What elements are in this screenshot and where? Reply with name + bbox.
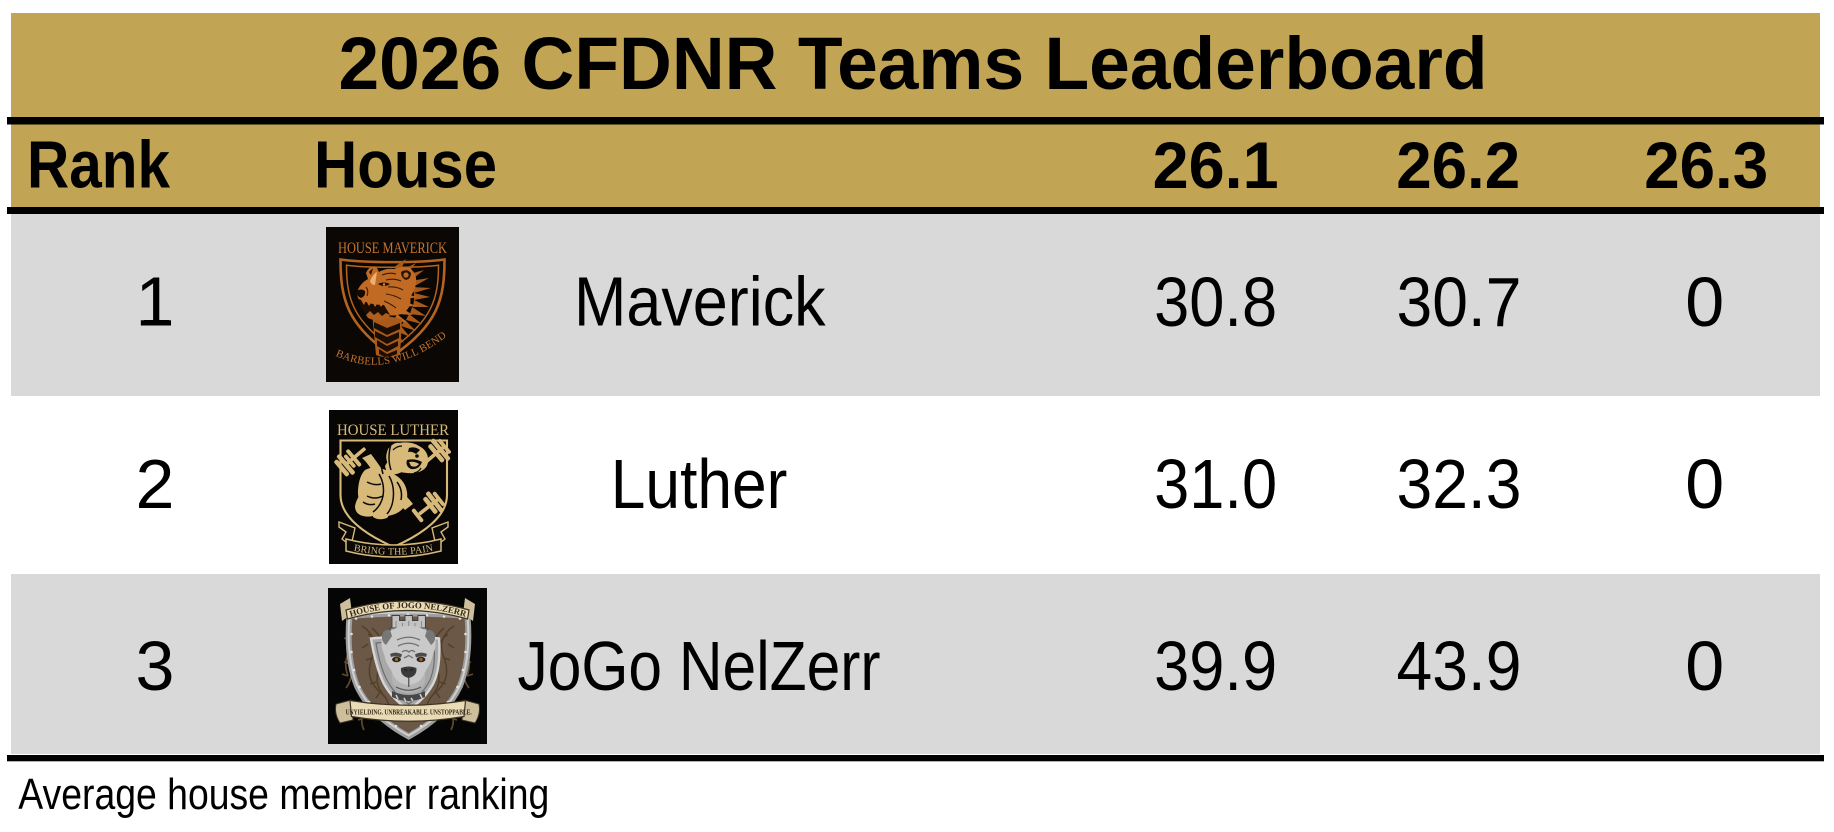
svg-text:31.0: 31.0: [1154, 445, 1277, 523]
svg-text:2026 CFDNR Teams Leaderboard: 2026 CFDNR Teams Leaderboard: [339, 22, 1488, 105]
svg-text:30.7: 30.7: [1397, 263, 1522, 341]
svg-text:39.9: 39.9: [1154, 627, 1277, 705]
svg-text:0: 0: [1685, 445, 1724, 523]
svg-text:26.3: 26.3: [1644, 128, 1768, 202]
svg-text:30.8: 30.8: [1154, 263, 1277, 341]
svg-text:Rank: Rank: [27, 128, 171, 203]
svg-text:3: 3: [136, 627, 175, 705]
svg-text:Maverick: Maverick: [574, 263, 826, 341]
svg-text:43.9: 43.9: [1397, 627, 1522, 705]
svg-text:2: 2: [136, 445, 175, 523]
svg-text:UNYIELDING. UNBREAKABLE. UNSTO: UNYIELDING. UNBREAKABLE. UNSTOPPABLE.: [346, 709, 472, 717]
svg-text:JoGo NelZerr: JoGo NelZerr: [518, 627, 881, 705]
svg-text:HOUSE MAVERICK: HOUSE MAVERICK: [338, 240, 447, 257]
svg-text:26.1: 26.1: [1153, 128, 1279, 202]
svg-text:HOUSE LUTHER: HOUSE LUTHER: [337, 422, 449, 439]
svg-text:House: House: [314, 128, 497, 203]
svg-text:1: 1: [136, 263, 175, 341]
svg-text:26.2: 26.2: [1396, 128, 1520, 202]
svg-text:0: 0: [1685, 627, 1724, 705]
svg-text:0: 0: [1685, 263, 1724, 341]
svg-text:32.3: 32.3: [1397, 445, 1522, 523]
svg-text:Average house member ranking: Average house member ranking: [18, 771, 549, 819]
svg-text:BRING THE PAIN: BRING THE PAIN: [353, 543, 434, 558]
svg-text:Luther: Luther: [611, 445, 788, 523]
